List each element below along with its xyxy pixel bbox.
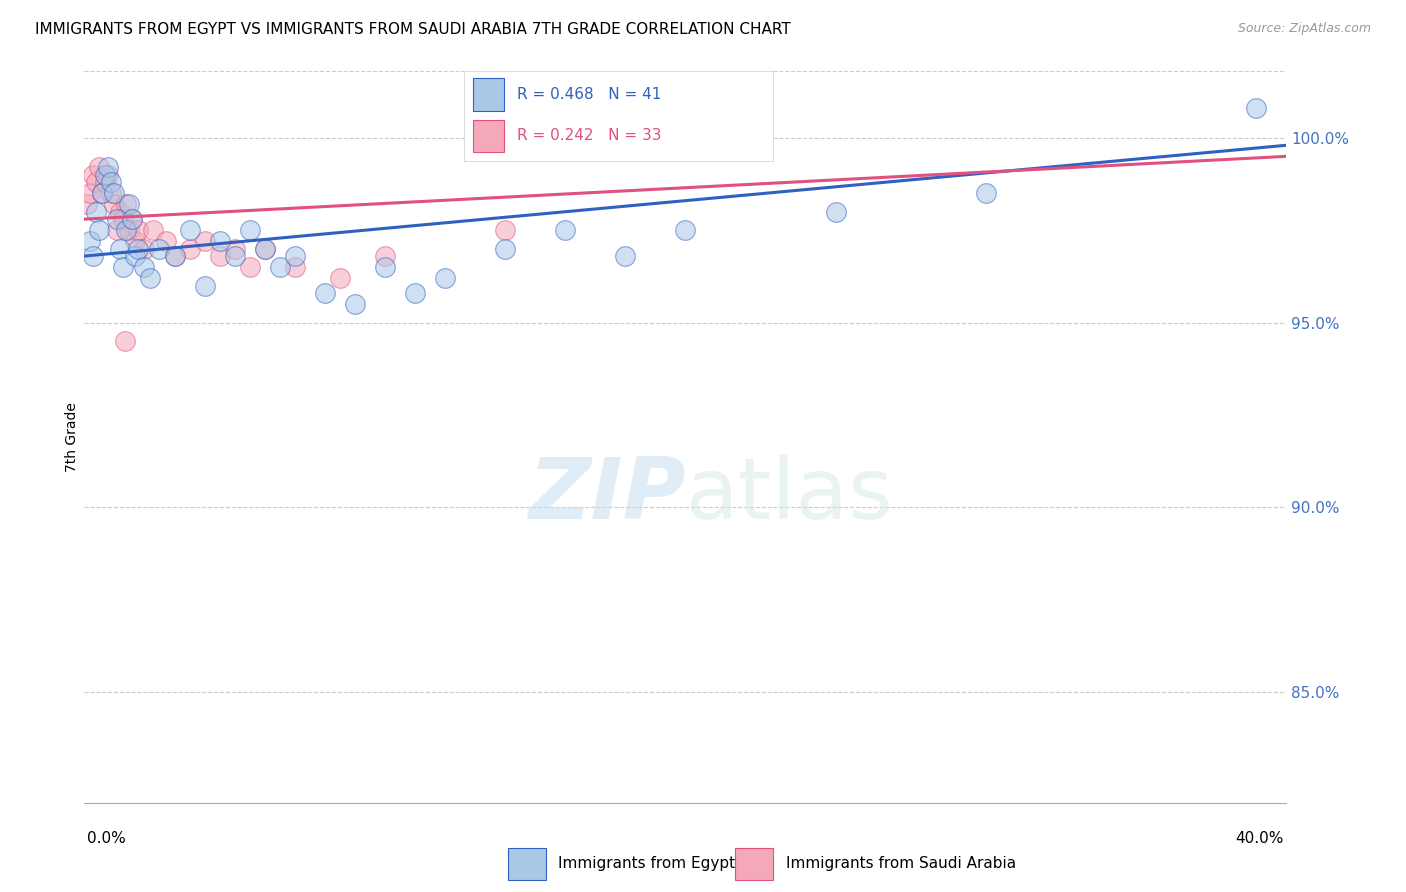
Text: Immigrants from Egypt: Immigrants from Egypt [558, 855, 735, 871]
Point [115, 197, 138, 211]
Point [253, 242, 276, 256]
Point [121, 212, 143, 227]
Point [103, 186, 125, 201]
Point [97, 168, 120, 182]
Point [239, 223, 262, 237]
Point [103, 197, 125, 211]
Y-axis label: 7th Grade: 7th Grade [65, 402, 79, 472]
Point [112, 212, 135, 227]
Point [82, 249, 104, 263]
Point [494, 223, 516, 237]
Point [194, 278, 217, 293]
Point [494, 242, 516, 256]
Point [115, 223, 138, 237]
Point [107, 212, 129, 227]
Point [76, 197, 98, 211]
Point [134, 260, 156, 274]
Point [163, 249, 186, 263]
Point [107, 223, 129, 237]
Text: Immigrants from Saudi Arabia: Immigrants from Saudi Arabia [786, 855, 1017, 871]
Point [208, 249, 231, 263]
Point [284, 260, 307, 274]
Point [284, 249, 307, 263]
Point [110, 204, 132, 219]
Text: ZIP: ZIP [527, 454, 686, 537]
Text: atlas: atlas [686, 454, 893, 537]
Point [974, 186, 997, 201]
Point [269, 260, 291, 274]
Point [86, 175, 108, 189]
Point [124, 235, 146, 249]
Point [614, 249, 637, 263]
Bar [474, 78, 505, 111]
Point [91, 186, 114, 201]
Text: Source: ZipAtlas.com: Source: ZipAtlas.com [1237, 22, 1371, 36]
Point [86, 204, 108, 219]
Point [194, 235, 217, 249]
Point [100, 175, 122, 189]
Point [239, 260, 262, 274]
Point [114, 334, 136, 348]
Point [100, 186, 122, 201]
Point [404, 285, 426, 300]
Text: 0.0%: 0.0% [87, 831, 127, 846]
Point [89, 223, 111, 237]
Point [82, 168, 104, 182]
Bar [508, 848, 546, 880]
Point [89, 161, 111, 175]
Point [224, 249, 246, 263]
Point [329, 271, 352, 285]
Point [118, 223, 141, 237]
Point [208, 235, 231, 249]
Text: R = 0.242   N = 33: R = 0.242 N = 33 [516, 128, 661, 143]
Point [139, 271, 162, 285]
Point [374, 249, 396, 263]
Point [118, 197, 141, 211]
Point [374, 260, 396, 274]
Point [134, 242, 156, 256]
Point [94, 168, 117, 182]
Point [179, 242, 201, 256]
Bar [474, 120, 505, 152]
Point [110, 242, 132, 256]
Point [163, 249, 186, 263]
Point [124, 249, 146, 263]
Point [224, 242, 246, 256]
Point [179, 223, 201, 237]
Point [148, 242, 170, 256]
Point [253, 242, 276, 256]
Point [554, 223, 576, 237]
Point [675, 223, 697, 237]
Point [97, 161, 120, 175]
Text: IMMIGRANTS FROM EGYPT VS IMMIGRANTS FROM SAUDI ARABIA 7TH GRADE CORRELATION CHAR: IMMIGRANTS FROM EGYPT VS IMMIGRANTS FROM… [35, 22, 792, 37]
Point [314, 285, 336, 300]
Text: 40.0%: 40.0% [1236, 831, 1284, 846]
Point [94, 175, 117, 189]
Point [343, 297, 366, 311]
Point [121, 212, 143, 227]
Text: R = 0.468   N = 41: R = 0.468 N = 41 [516, 87, 661, 102]
Point [142, 223, 165, 237]
Point [1246, 101, 1268, 115]
Point [79, 186, 101, 201]
Point [127, 223, 149, 237]
Point [434, 271, 457, 285]
Point [91, 186, 114, 201]
Bar [735, 848, 773, 880]
Point [824, 204, 846, 219]
Point [79, 235, 101, 249]
Point [112, 260, 135, 274]
Point [155, 235, 177, 249]
Point [127, 242, 149, 256]
